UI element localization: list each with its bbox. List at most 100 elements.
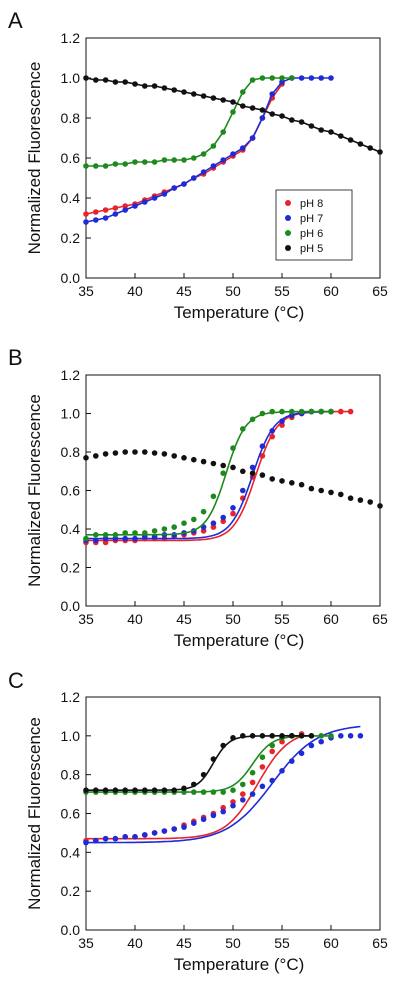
- data-point: [181, 157, 187, 163]
- chart-panel-a: A 0.0 0.2 0.4 0.6 0.8 1.0 1.2 35 40 45 50 55 60 65 Temp…: [8, 8, 388, 322]
- data-point: [93, 787, 99, 793]
- data-point: [230, 151, 236, 157]
- data-point: [210, 95, 217, 101]
- data-point: [269, 433, 276, 440]
- data-point: [318, 408, 325, 415]
- data-point: [132, 81, 138, 87]
- data-point: [181, 520, 187, 526]
- data-point: [318, 75, 325, 81]
- data-point: [279, 738, 285, 745]
- data-point: [230, 802, 236, 809]
- data-point: [161, 157, 168, 163]
- data-point: [269, 777, 276, 784]
- data-point: [249, 769, 256, 776]
- data-point: [308, 742, 315, 749]
- x-tick-label: 40: [127, 935, 143, 951]
- data-point: [102, 835, 109, 842]
- data-point: [308, 485, 315, 492]
- data-point: [200, 771, 207, 778]
- data-point: [298, 119, 305, 125]
- x-tick-label: 35: [78, 283, 94, 299]
- x-tick-label: 45: [176, 611, 192, 627]
- data-point: [93, 453, 99, 459]
- data-point: [200, 169, 207, 175]
- y-tick-label: 0.8: [61, 110, 81, 126]
- data-point: [161, 787, 168, 793]
- data-point: [200, 789, 207, 795]
- x-tick-label: 45: [176, 283, 192, 299]
- data-point: [240, 468, 246, 475]
- data-point: [259, 75, 266, 81]
- data-point: [122, 834, 128, 840]
- data-point: [171, 157, 177, 163]
- x-tick-label: 65: [372, 283, 388, 299]
- data-point: [347, 495, 354, 502]
- data-point: [171, 453, 177, 459]
- data-point: [191, 789, 197, 795]
- data-point: [338, 491, 344, 498]
- data-point: [249, 105, 256, 111]
- data-point: [191, 91, 197, 97]
- data-point: [249, 791, 256, 797]
- data-point: [269, 742, 276, 749]
- y-tick-label: 0.0: [61, 598, 81, 614]
- data-point: [112, 835, 119, 842]
- y-tick-label: 1.0: [61, 406, 81, 422]
- data-point: [83, 787, 89, 793]
- y-tick-label: 0.4: [61, 844, 81, 860]
- data-point: [142, 83, 148, 89]
- data-point: [83, 219, 89, 225]
- series-line: [85, 83, 283, 215]
- data-point: [377, 503, 383, 509]
- x-tick-label: 45: [176, 935, 192, 951]
- data-point: [269, 733, 276, 739]
- data-point: [210, 789, 217, 795]
- data-point: [269, 748, 276, 755]
- legend-label: pH 7: [300, 213, 323, 225]
- data-point: [308, 733, 315, 739]
- data-point: [151, 195, 158, 201]
- data-point: [249, 416, 256, 423]
- data-point: [132, 159, 138, 165]
- x-tick-label: 60: [323, 935, 339, 951]
- data-point: [279, 478, 285, 484]
- data-point: [338, 408, 344, 415]
- data-point: [93, 532, 99, 538]
- data-point: [102, 207, 109, 213]
- data-point: [122, 207, 128, 213]
- data-point: [240, 791, 246, 797]
- data-point: [259, 115, 266, 121]
- data-point: [240, 426, 246, 432]
- data-point: [132, 530, 138, 536]
- y-tick-label: 0.8: [61, 444, 81, 460]
- data-point: [318, 127, 325, 133]
- data-point: [220, 808, 226, 815]
- data-point: [200, 816, 207, 823]
- panel-label: B: [8, 345, 23, 370]
- series-ph-5: [83, 75, 383, 155]
- y-tick-label: 0.0: [61, 922, 81, 938]
- data-point: [200, 151, 207, 157]
- y-tick-label: 0.2: [61, 230, 81, 246]
- data-point: [220, 789, 226, 795]
- data-point: [240, 89, 246, 95]
- y-axis-label: Normalized Fluorescence: [25, 717, 44, 910]
- series-ph-6: [83, 75, 295, 169]
- data-point: [347, 733, 354, 739]
- data-point: [279, 79, 285, 85]
- data-point: [220, 157, 226, 163]
- x-tick-label: 40: [127, 283, 143, 299]
- data-point: [132, 203, 138, 209]
- data-point: [181, 181, 187, 187]
- data-point: [259, 443, 266, 450]
- data-point: [210, 812, 217, 819]
- data-point: [230, 735, 236, 741]
- data-point: [347, 408, 354, 415]
- data-point: [83, 535, 89, 542]
- data-point: [200, 93, 207, 99]
- legend: pH 8 pH 7 pH 6 pH 5: [275, 189, 353, 261]
- series-ph-6: [83, 408, 334, 542]
- data-point: [230, 99, 236, 105]
- data-point: [279, 418, 285, 425]
- data-point: [279, 768, 285, 774]
